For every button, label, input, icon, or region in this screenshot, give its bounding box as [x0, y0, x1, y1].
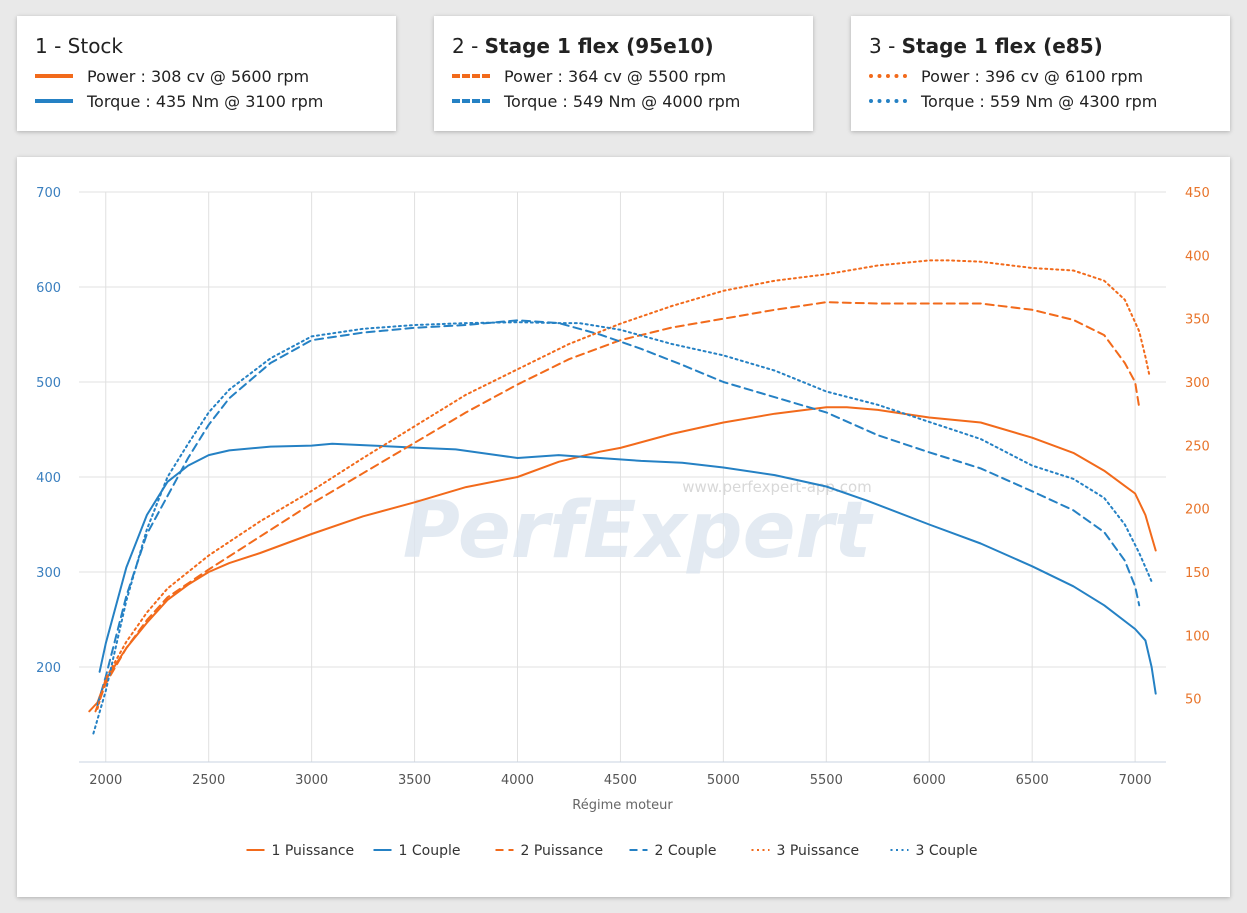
y-left-tick-label: 400	[36, 471, 61, 486]
card-title: 2 - Stage 1 flex (95e10)	[452, 34, 714, 58]
legend-item: 3 Puissance	[751, 843, 860, 859]
y-right-tick-label: 200	[1185, 503, 1210, 518]
series-line-1-puissance	[88, 406, 1157, 713]
card-torque-text: Torque : 559 Nm @ 4300 rpm	[921, 91, 1158, 111]
card-power-line: Power : 308 cv @ 5600 rpm	[35, 66, 309, 86]
torque-swatch	[35, 99, 73, 103]
y-right-tick-label: 250	[1185, 439, 1210, 454]
legend-card-3: 3 - Stage 1 flex (e85) Power : 396 cv @ …	[851, 16, 1230, 131]
legend-label: 2 Couple	[655, 843, 717, 859]
torque-swatch	[452, 99, 490, 103]
x-tick-label: 6500	[1016, 773, 1049, 788]
series-line-3-couple	[92, 321, 1153, 735]
y-left-tick-label: 600	[36, 281, 61, 296]
chart-card: PerfExpert www.perfexpert-app.com 200 300 40…	[17, 157, 1230, 897]
card-torque-text: Torque : 549 Nm @ 4000 rpm	[504, 91, 741, 111]
x-tick-label: 2500	[192, 773, 225, 788]
series-line-2-couple	[96, 319, 1141, 706]
legend-label: 3 Couple	[916, 843, 978, 859]
x-tick-label: 6000	[913, 773, 946, 788]
legend-item: 2 Puissance	[495, 843, 604, 859]
legend-label: 1 Couple	[399, 843, 461, 859]
x-axis-label: Régime moteur	[572, 798, 673, 813]
watermark-url: www.perfexpert-app.com	[682, 478, 872, 496]
x-tick-label: 3000	[295, 773, 328, 788]
y-left-tick-label: 700	[36, 186, 61, 201]
legend-label: 2 Puissance	[521, 843, 604, 859]
y-right-tick-label: 300	[1185, 376, 1210, 391]
card-torque-line: Torque : 559 Nm @ 4300 rpm	[869, 91, 1157, 111]
legend-card-1: 1 - Stock Power : 308 cv @ 5600 rpm Torq…	[17, 16, 396, 131]
y-right-tick-label: 100	[1185, 629, 1210, 644]
x-tick-label: 5500	[810, 773, 843, 788]
legend-item: 1 Puissance	[246, 843, 355, 859]
card-torque-line: Torque : 549 Nm @ 4000 rpm	[452, 91, 740, 111]
card-torque-text: Torque : 435 Nm @ 3100 rpm	[87, 91, 324, 111]
y-left-tick-label: 200	[36, 661, 61, 676]
y-right-tick-label: 450	[1185, 186, 1210, 201]
card-torque-line: Torque : 435 Nm @ 3100 rpm	[35, 91, 323, 111]
y-left-tick-label: 300	[36, 566, 61, 581]
legend-item: 1 Couple	[373, 843, 461, 859]
card-title: 1 - Stock	[35, 34, 124, 58]
x-tick-label: 5000	[707, 773, 740, 788]
y-right-tick-label: 50	[1185, 693, 1202, 708]
card-power-line: Power : 396 cv @ 6100 rpm	[869, 66, 1143, 86]
legend-card-2: 2 - Stage 1 flex (95e10) Power : 364 cv …	[434, 16, 813, 131]
series-line-3-puissance	[96, 259, 1151, 710]
y-left-tick-label: 500	[36, 376, 61, 391]
legend-item: 2 Couple	[629, 843, 717, 859]
legend-label: 1 Puissance	[272, 843, 355, 859]
x-tick-label: 4000	[501, 773, 534, 788]
card-power-text: Power : 364 cv @ 5500 rpm	[504, 66, 727, 86]
x-tick-label: 7000	[1119, 773, 1152, 788]
y-right-tick-label: 400	[1185, 249, 1210, 264]
x-tick-label: 4500	[604, 773, 637, 788]
y-right-tick-label: 350	[1185, 313, 1210, 328]
card-title: 3 - Stage 1 flex (e85)	[869, 34, 1103, 58]
card-power-text: Power : 308 cv @ 5600 rpm	[87, 66, 310, 86]
card-power-text: Power : 396 cv @ 6100 rpm	[921, 66, 1144, 86]
series-line-1-couple	[98, 442, 1157, 695]
watermark-logo: PerfExpert	[403, 486, 874, 576]
x-tick-label: 2000	[89, 773, 122, 788]
x-tick-label: 3500	[398, 773, 431, 788]
legend-item: 3 Couple	[890, 843, 978, 859]
torque-swatch	[869, 99, 907, 103]
card-power-line: Power : 364 cv @ 5500 rpm	[452, 66, 726, 86]
legend-label: 3 Puissance	[777, 843, 860, 859]
power-swatch	[35, 74, 73, 78]
power-swatch	[869, 74, 907, 78]
series-line-2-puissance	[94, 301, 1141, 713]
y-right-tick-label: 150	[1185, 566, 1210, 581]
power-swatch	[452, 74, 490, 78]
